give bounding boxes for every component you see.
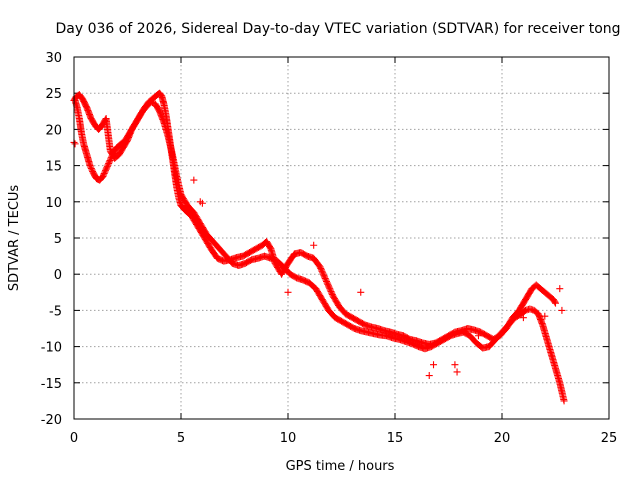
data-point (86, 162, 94, 170)
data-point (324, 280, 332, 288)
data-point (558, 306, 566, 314)
data-point (357, 288, 365, 296)
data-point (100, 171, 108, 179)
data-point (451, 361, 459, 369)
x-tick-label: 10 (280, 431, 297, 446)
x-axis-title: GPS time / hours (286, 459, 395, 474)
data-point (326, 285, 334, 293)
series-outliers (70, 138, 566, 380)
data-point (310, 241, 318, 249)
data-point (541, 312, 549, 320)
data-point (321, 275, 329, 283)
data-point (101, 167, 109, 175)
data-point (430, 361, 438, 369)
y-tick-label: -5 (49, 304, 62, 319)
series-track-b (71, 96, 568, 405)
data-point (198, 199, 206, 207)
data-point (323, 279, 331, 287)
data-point (88, 166, 96, 174)
y-tick-label: -20 (41, 413, 62, 428)
data-point (100, 170, 108, 178)
data-point (316, 263, 324, 271)
data-point (425, 372, 433, 380)
x-tick-label: 25 (601, 431, 618, 446)
y-tick-label: 5 (54, 232, 62, 247)
x-tick-label: 5 (177, 431, 185, 446)
data-point (106, 157, 114, 165)
y-tick-label: 20 (45, 123, 62, 138)
data-point (519, 314, 527, 322)
data-point (87, 163, 95, 171)
data-point (453, 368, 461, 376)
data-point (327, 288, 335, 296)
data-point (320, 272, 328, 280)
data-point (71, 140, 79, 148)
data-point (105, 159, 113, 167)
data-point (103, 162, 111, 170)
data-point (321, 273, 329, 281)
y-tick-label: 25 (45, 87, 62, 102)
data-point (317, 266, 325, 274)
data-point (99, 172, 107, 180)
data-point (556, 285, 564, 293)
data-point (190, 176, 198, 184)
x-tick-label: 15 (387, 431, 404, 446)
data-point (560, 397, 568, 405)
data-point (105, 158, 113, 166)
y-axis-title: SDTVAR / TECUs (7, 185, 22, 292)
x-tick-label: 20 (494, 431, 511, 446)
data-point (104, 161, 112, 169)
data-point (322, 276, 330, 284)
data-point (551, 298, 559, 306)
y-tick-label: 0 (54, 268, 62, 283)
data-point (324, 282, 332, 290)
axes: 0 5 10 15 20 25 -20 -15 -10 -5 0 5 10 15 20 25 30 (41, 51, 618, 446)
data-point (325, 283, 333, 291)
data-point (284, 288, 292, 296)
y-tick-label: 30 (45, 51, 62, 66)
y-tick-label: -15 (41, 377, 62, 392)
data-point (102, 165, 110, 173)
data-point (318, 267, 326, 275)
data-point (328, 289, 336, 297)
data-point (552, 299, 559, 307)
data-point (87, 164, 95, 172)
plot-frame (73, 56, 610, 420)
grid (74, 57, 609, 419)
data-point (107, 155, 115, 163)
data-point (326, 286, 334, 294)
data-marks (70, 89, 568, 405)
data-point (103, 164, 111, 172)
y-tick-label: 10 (45, 196, 62, 211)
y-tick-label: 15 (45, 160, 62, 175)
data-point (319, 269, 327, 277)
data-point (474, 332, 482, 340)
y-tick-label: -10 (41, 341, 62, 356)
chart-title: Day 036 of 2026, Sidereal Day-to-day VTE… (55, 21, 620, 37)
x-tick-label: 0 (70, 431, 78, 446)
data-point (107, 154, 115, 162)
data-point (317, 264, 325, 272)
data-point (319, 270, 327, 278)
series-track-a (70, 89, 559, 348)
data-point (323, 277, 331, 285)
data-point (101, 168, 109, 176)
